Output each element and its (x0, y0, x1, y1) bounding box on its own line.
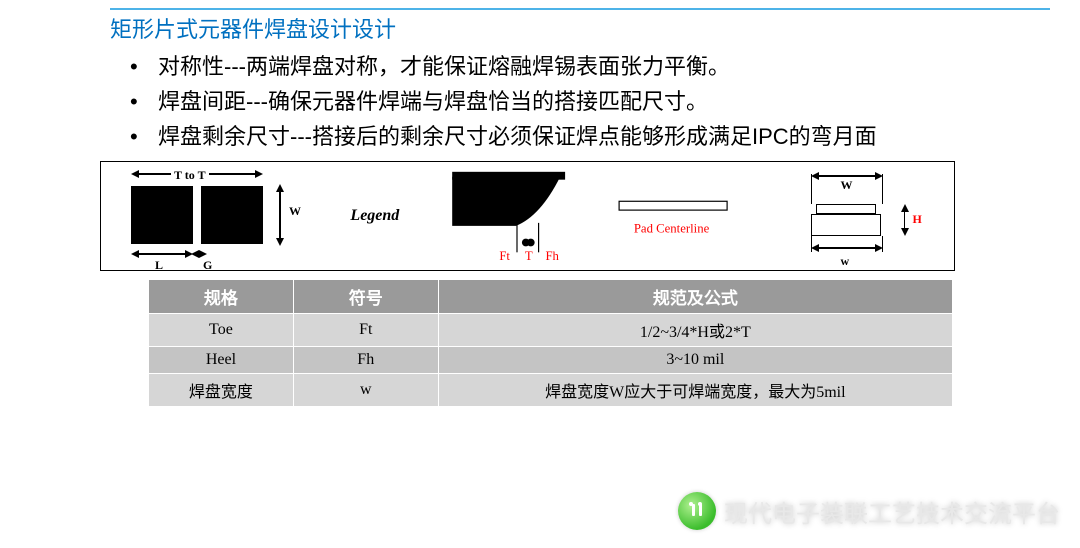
dim-label-t: T to T (171, 168, 209, 183)
table-row: Toe Ft 1/2~3/4*H或2*T (149, 314, 953, 347)
dim-label-w-bot: w (841, 254, 850, 269)
watermark: 现代电子装联工艺技术交流平台 (678, 492, 1060, 530)
dim-label-w-top: W (841, 178, 853, 193)
pad-plan-view: T to T W L G (101, 162, 350, 270)
diagram-legend-row: T to T W L G Legend (100, 161, 955, 271)
component-side-view: W H w (740, 162, 955, 270)
bullet-item: 焊盘间距---确保元器件焊端与焊盘恰当的搭接匹配尺寸。 (130, 85, 1050, 118)
dim-label-h: H (913, 212, 922, 227)
bullet-item: 对称性---两端焊盘对称，才能保证熔融焊锡表面张力平衡。 (130, 50, 1050, 83)
bullet-item: 焊盘剩余尺寸---搭接后的剩余尺寸必须保证焊点能够形成满足IPC的弯月面 (130, 120, 1050, 153)
wechat-icon (678, 492, 716, 530)
dim-label-g: G (203, 258, 212, 273)
bullet-list: 对称性---两端焊盘对称，才能保证熔融焊锡表面张力平衡。 焊盘间距---确保元器… (100, 50, 1050, 153)
table-header-row: 规格 符号 规范及公式 (149, 280, 953, 314)
table-header: 规范及公式 (438, 280, 952, 314)
table-header: 规格 (149, 280, 294, 314)
solder-cross-section: Ft T Fh Pad Centerline (440, 162, 739, 270)
dim-label-l: L (155, 258, 163, 273)
svg-text:Pad Centerline: Pad Centerline (634, 222, 710, 236)
spec-table: 规格 符号 规范及公式 Toe Ft 1/2~3/4*H或2*T Heel Fh… (148, 279, 953, 407)
table-row: 焊盘宽度 w 焊盘宽度W应大于可焊端宽度，最大为5mil (149, 374, 953, 407)
watermark-text: 现代电子装联工艺技术交流平台 (724, 494, 1060, 529)
dim-label-w: W (289, 204, 301, 219)
table-header: 符号 (293, 280, 438, 314)
section-title: 矩形片式元器件焊盘设计设计 (110, 8, 1050, 44)
table-row: Heel Fh 3~10 mil (149, 347, 953, 374)
svg-text:T: T (525, 249, 533, 263)
svg-text:Fh: Fh (546, 249, 560, 263)
svg-text:Ft: Ft (500, 249, 511, 263)
legend-label: Legend (350, 162, 440, 270)
